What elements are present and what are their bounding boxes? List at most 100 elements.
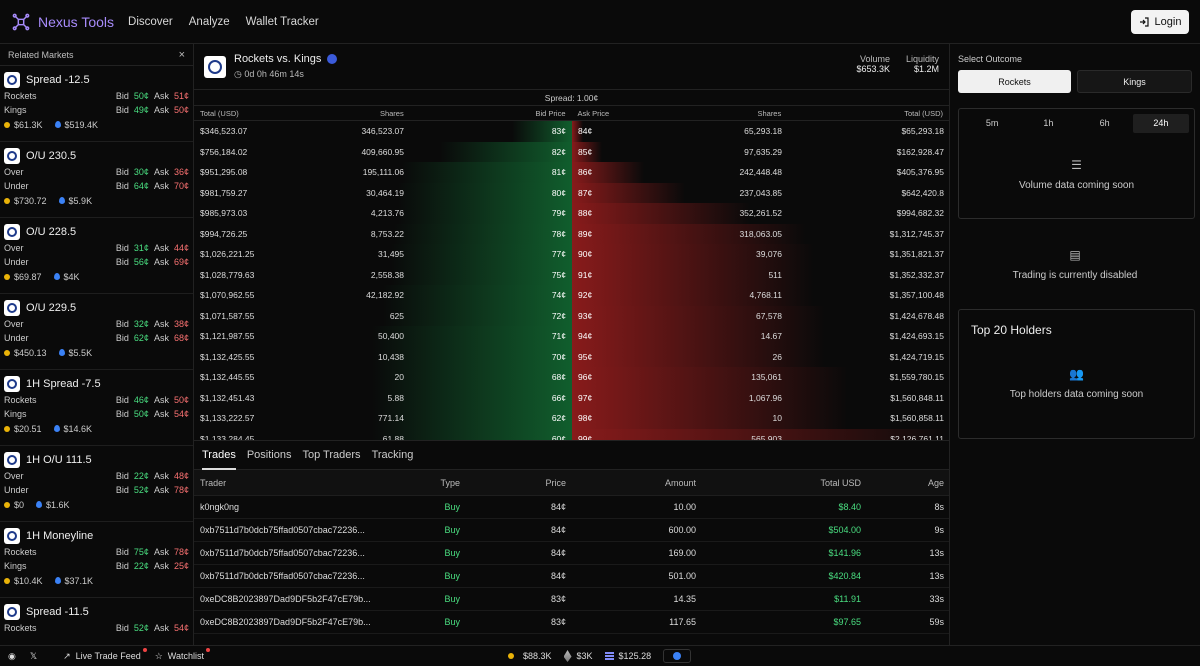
ask-label: Ask [153, 181, 169, 191]
orderbook-row[interactable]: $346,523.07 346,523.07 83¢ 84¢ 65,293.18 $65,… [194, 121, 949, 142]
orderbook-row[interactable]: $1,133,284.45 61.88 60¢ 99¢ 565,903 $2,126,76… [194, 428, 949, 440]
bid-depth-bar [383, 285, 572, 306]
quote: Bid 75¢ Ask 78¢ [116, 547, 189, 557]
orderbook[interactable]: $346,523.07 346,523.07 83¢ 84¢ 65,293.18 $65,… [194, 121, 949, 440]
spread-indicator: Spread: 1.00¢ [194, 90, 949, 106]
orderbook-row[interactable]: $1,133,222.57 771.14 62¢ 98¢ 10 $1,560,858.11 [194, 408, 949, 429]
market-card[interactable]: 1H Spread -7.5 Rockets Bid 46¢ Ask 50¢ Kings Bi… [0, 370, 193, 446]
discord-icon[interactable]: ◉ [8, 650, 16, 661]
ask-side: 97¢ 1,067.96 $1,560,848.11 [572, 387, 949, 408]
trader-address[interactable]: 0xb7511d7b0dcb75ffad0507cbac72236... [200, 525, 365, 535]
orderbook-row[interactable]: $1,132,451.43 5.88 66¢ 97¢ 1,067.96 $1,560,84… [194, 387, 949, 408]
trader-address[interactable]: 0xeDC8B2023897Dad9DF5b2F47cE79b... [200, 617, 371, 627]
trade-row[interactable]: 0xeDC8B2023897Dad9DF5b2F47cE79b... Buy 83¢… [194, 588, 949, 611]
trader-address[interactable]: 0xb7511d7b0dcb75ffad0507cbac72236... [200, 571, 365, 581]
watchlist-button[interactable]: ☆ Watchlist [155, 647, 210, 662]
ask-price: 51¢ [173, 91, 189, 101]
market-card[interactable]: Spread -11.5 Rockets Bid 52¢ Ask 54¢ [0, 598, 193, 645]
market-card[interactable]: O/U 230.5 Over Bid 30¢ Ask 36¢ Under Bid 64¢ Ask 7… [0, 142, 193, 218]
quote: Bid 62¢ Ask 68¢ [116, 333, 189, 343]
bid-depth-bar [371, 387, 572, 408]
market-card[interactable]: 1H Moneyline Rockets Bid 75¢ Ask 78¢ Kings Bid 2… [0, 522, 193, 598]
trader-address[interactable]: 0xb7511d7b0dcb75ffad0507cbac72236... [200, 548, 365, 558]
orderbook-row[interactable]: $1,121,987.55 50,400 71¢ 94¢ 14.67 $1,424,693… [194, 326, 949, 347]
bid-price: 52¢ [133, 485, 149, 495]
outcome-kings-button[interactable]: Kings [1077, 70, 1192, 93]
ask-total: $65,293.18 [901, 126, 944, 136]
trade-row[interactable]: k0ngk0ng Buy 84¢ 10.00 $8.40 8s [194, 496, 949, 519]
bid-depth-bar [398, 182, 572, 203]
network-toggle[interactable] [663, 649, 692, 663]
timeframe-1h[interactable]: 1h [1043, 118, 1054, 128]
orderbook-row[interactable]: $951,295.08 195,111.06 81¢ 86¢ 242,448.48 $40… [194, 162, 949, 183]
bid-side: $1,132,445.55 20 68¢ [194, 367, 572, 388]
trader-address[interactable]: 0xeDC8B2023897Dad9DF5b2F47cE79b... [200, 594, 371, 604]
nav-discover[interactable]: Discover [128, 15, 173, 28]
tab-trades[interactable]: Trades [202, 440, 236, 470]
ask-total: $405,376.95 [896, 167, 944, 177]
market-card[interactable]: 1H O/U 111.5 Over Bid 22¢ Ask 48¢ Under Bid 52¢ A… [0, 446, 193, 522]
ask-label: Ask [153, 561, 169, 571]
timeframe-6h[interactable]: 6h [1099, 118, 1110, 128]
logo[interactable]: Nexus Tools [12, 13, 114, 31]
outcome-rockets-button[interactable]: Rockets [958, 70, 1071, 93]
market-volume: $61.3K [4, 120, 43, 130]
team-logo-icon [4, 376, 20, 392]
tab-positions[interactable]: Positions [246, 449, 292, 461]
nav-analyze[interactable]: Analyze [188, 15, 230, 28]
x-icon[interactable]: 𝕏 [29, 650, 38, 661]
trade-row[interactable]: 0xeDC8B2023897Dad9DF5b2F47cE79b... Buy 83¢… [194, 611, 949, 634]
receipt-icon: ▤ [1069, 248, 1081, 262]
tab-top-traders[interactable]: Top Traders [302, 449, 361, 461]
nav-wallet-tracker[interactable]: Wallet Tracker [245, 15, 319, 28]
bid-depth-bar [371, 408, 572, 429]
trader-address[interactable]: k0ngk0ng [200, 502, 240, 512]
orderbook-row[interactable]: $985,973.03 4,213.76 79¢ 88¢ 352,261.52 $994,… [194, 203, 949, 224]
trade-type: Buy [444, 571, 460, 581]
drop-icon [54, 121, 61, 128]
bid-depth-bar [394, 223, 572, 244]
drop-icon [54, 577, 61, 584]
orderbook-row[interactable]: $756,184.02 409,660.95 82¢ 85¢ 97,635.29 $162… [194, 141, 949, 162]
bid-price: 56¢ [133, 257, 149, 267]
orderbook-row[interactable]: $1,132,445.55 20 68¢ 96¢ 135,061 $1,559,780.1… [194, 367, 949, 388]
live-trade-feed-button[interactable]: ↗ Live Trade Feed [63, 647, 147, 662]
trade-total: $8.40 [838, 502, 861, 512]
bid-shares: 30,464.19 [366, 187, 404, 198]
ask-label: Ask [153, 333, 169, 343]
login-button[interactable]: Login [1131, 10, 1189, 34]
col-trader: Trader [200, 477, 227, 488]
team-logo-icon [4, 604, 20, 620]
tab-tracking[interactable]: Tracking [371, 449, 414, 461]
ask-side: 91¢ 511 $1,352,332.37 [572, 264, 949, 285]
orderbook-row[interactable]: $1,132,425.55 10,438 70¢ 95¢ 26 $1,424,719.15 [194, 346, 949, 367]
ask-shares: 352,261.52 [739, 208, 782, 218]
outcome-name: Under [4, 257, 29, 267]
market-liquidity-value: $1.6K [46, 500, 70, 510]
market-card[interactable]: Spread -12.5 Rockets Bid 50¢ Ask 51¢ Kings Bid 4… [0, 66, 193, 142]
market-card[interactable]: O/U 228.5 Over Bid 31¢ Ask 44¢ Under Bid 56¢ Ask 6… [0, 218, 193, 294]
bid-shares: 771.14 [378, 413, 404, 423]
bid-side: $1,133,284.45 61.88 60¢ [194, 428, 572, 440]
orderbook-row[interactable]: $1,070,962.55 42,182.92 74¢ 92¢ 4,768.11 $1,3… [194, 285, 949, 306]
outcome-name: Over [4, 319, 24, 329]
ask-depth-bar [572, 387, 848, 408]
orderbook-row[interactable]: $1,071,587.55 625 72¢ 93¢ 67,578 $1,424,678.4… [194, 305, 949, 326]
ask-depth-bar [572, 203, 750, 224]
orderbook-row[interactable]: $1,026,221.25 31,495 77¢ 90¢ 39,076 $1,351,82… [194, 244, 949, 265]
orderbook-row[interactable]: $981,759.27 30,464.19 80¢ 87¢ 237,043.85 $642… [194, 182, 949, 203]
market-card[interactable]: O/U 229.5 Over Bid 32¢ Ask 38¢ Under Bid 62¢ Ask 6… [0, 294, 193, 370]
orderbook-row[interactable]: $1,028,779.63 2,558.38 75¢ 91¢ 511 $1,352,332… [194, 264, 949, 285]
bid-price: 31¢ [133, 243, 149, 253]
orderbook-row[interactable]: $994,726.25 8,753.22 78¢ 89¢ 318,063.05 $1,31… [194, 223, 949, 244]
market-volume: $20.51 [4, 424, 42, 434]
bid-label: Bid [115, 333, 129, 343]
trade-row[interactable]: 0xb7511d7b0dcb75ffad0507cbac72236... Buy 8… [194, 565, 949, 588]
close-icon[interactable]: × [178, 48, 185, 61]
trade-row[interactable]: 0xb7511d7b0dcb75ffad0507cbac72236... Buy 8… [194, 542, 949, 565]
timeframe-5m[interactable]: 5m [985, 118, 999, 128]
trade-row[interactable]: 0xb7511d7b0dcb75ffad0507cbac72236... Buy 8… [194, 519, 949, 542]
ask-shares: 39,076 [756, 249, 782, 259]
timeframe-24h[interactable]: 24h [1132, 114, 1189, 133]
ask-price: 85¢ [578, 146, 593, 157]
